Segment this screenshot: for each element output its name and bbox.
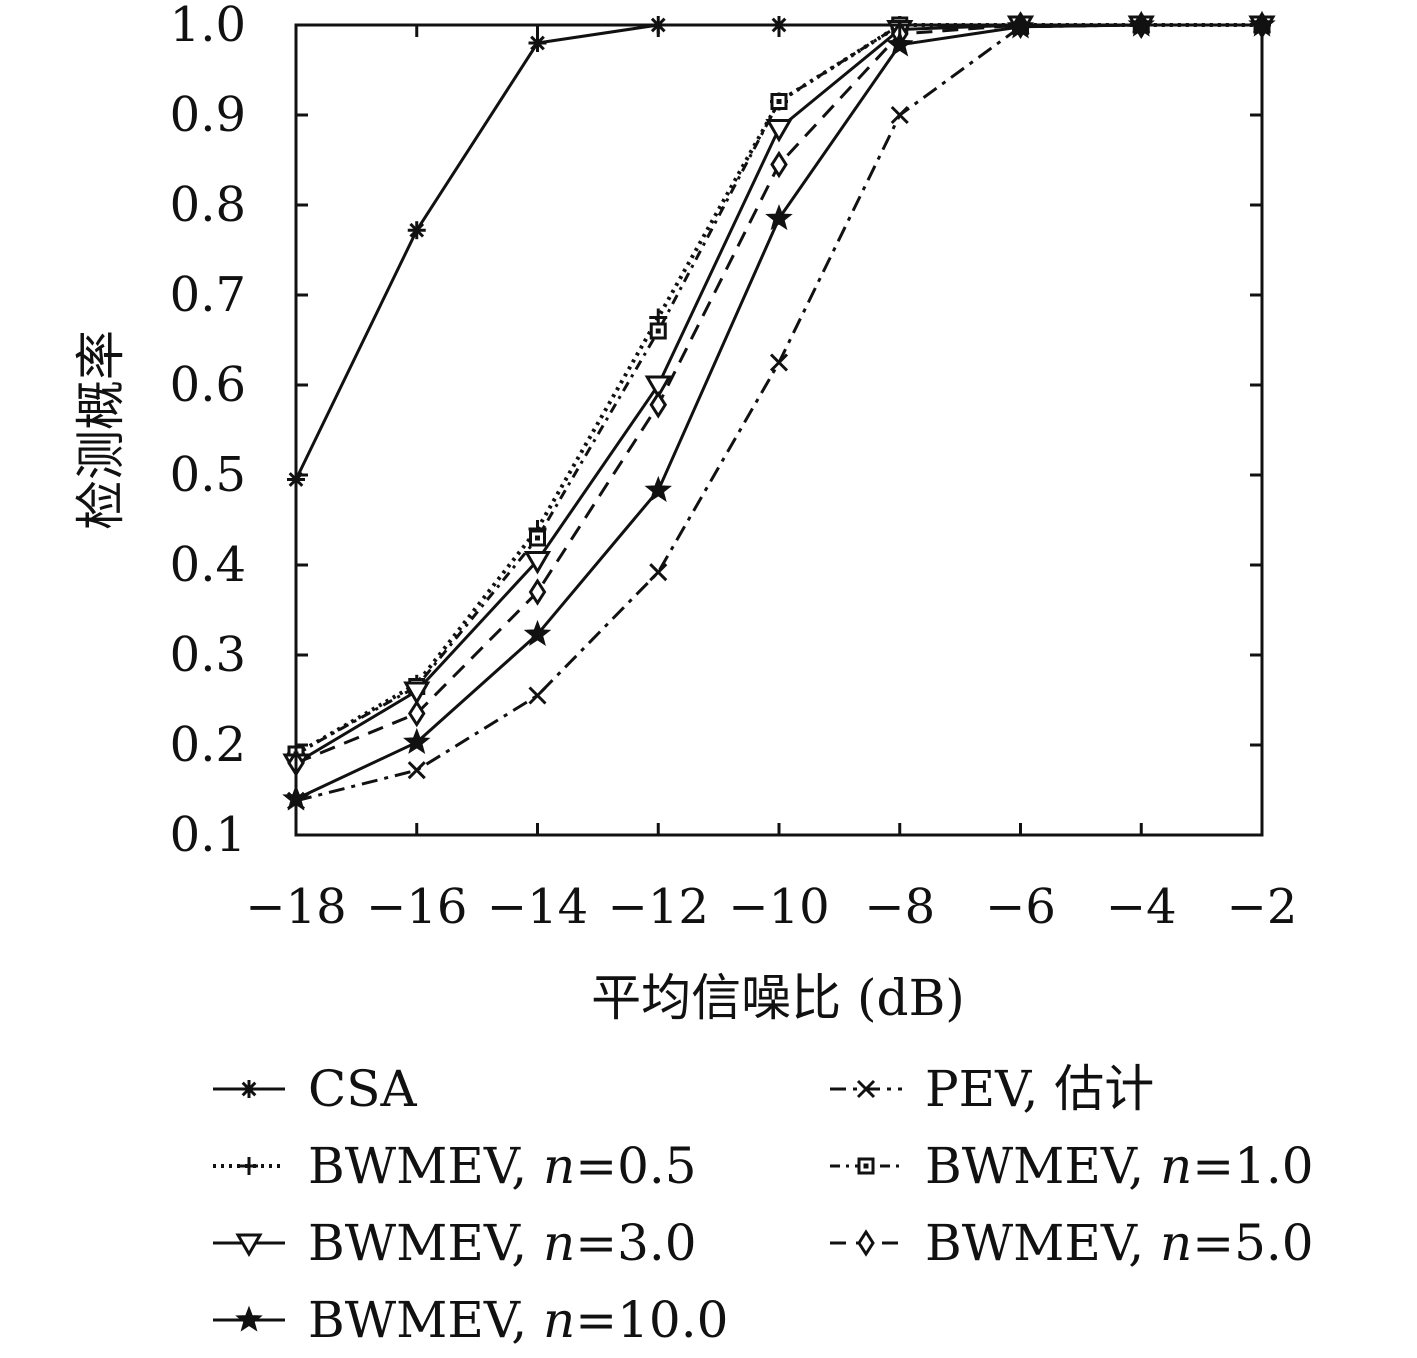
legend-label: BWMEV, n=1.0 (925, 1137, 1314, 1195)
data-point (403, 681, 431, 705)
legend-item: BWMEV, n=0.5 (213, 1137, 697, 1195)
legend-label: BWMEV, n=5.0 (925, 1214, 1314, 1272)
legend-label: BWMEV, n=10.0 (308, 1291, 728, 1349)
y-tick-label: 0.3 (170, 627, 246, 683)
legend-marker (857, 1229, 875, 1257)
legend-item: BWMEV, n=3.0 (213, 1214, 697, 1272)
y-tick-label: 0.2 (170, 717, 246, 773)
legend-label: CSA (308, 1060, 418, 1118)
legend-label: PEV, 估计 (925, 1060, 1154, 1118)
legend-marker (240, 1157, 258, 1175)
series-layer (282, 10, 1276, 811)
data-point (770, 93, 788, 110)
x-axis-title: 平均信噪比 (dB) (591, 969, 965, 1027)
data-point (765, 119, 793, 143)
x-tick-label: −18 (245, 879, 346, 935)
data-point (644, 475, 672, 502)
series-csa (287, 16, 1271, 489)
data-point (770, 150, 788, 179)
data-point (529, 529, 546, 547)
y-tick-label: 0.8 (170, 177, 246, 233)
legend-marker (857, 1157, 875, 1175)
data-point (769, 353, 789, 372)
data-point (644, 375, 672, 399)
legend-item: PEV, 估计 (830, 1060, 1154, 1118)
data-point (528, 578, 547, 606)
y-tick-label: 0.4 (170, 537, 246, 593)
x-tick-label: −4 (1106, 879, 1177, 935)
data-point (523, 619, 552, 646)
x-tick-label: −6 (985, 879, 1056, 935)
legend-label: BWMEV, n=0.5 (308, 1137, 697, 1195)
x-tick-label: −10 (728, 879, 829, 935)
data-point (407, 221, 426, 240)
data-point (886, 30, 914, 57)
y-axis-title: 检测概率 (72, 330, 130, 530)
data-point (407, 761, 426, 780)
legend-marker (240, 1080, 258, 1098)
data-point (649, 391, 668, 419)
legend: CSA PEV, 估计 BWMEV, n=0.5 BWMEV, n=1.0 BWMEV,… (213, 1060, 1314, 1349)
data-point (407, 699, 426, 728)
x-tick-label: −12 (608, 879, 709, 935)
y-tick-label: 0.7 (170, 267, 246, 323)
x-tick-label: −14 (487, 879, 588, 935)
y-tick-label: 1.0 (170, 0, 246, 53)
legend-item: BWMEV, n=1.0 (830, 1137, 1314, 1195)
data-point (649, 563, 668, 582)
y-tick-label: 0.6 (170, 357, 246, 413)
y-tick-label: 0.9 (170, 87, 246, 143)
y-tick-label: 0.5 (170, 447, 246, 503)
plot-frame (294, 23, 1264, 837)
data-point (528, 686, 547, 705)
x-tick-label: −16 (366, 879, 467, 935)
legend-item: BWMEV, n=5.0 (830, 1214, 1314, 1272)
data-point (890, 105, 909, 125)
data-point (649, 322, 667, 340)
axes-layer: −18 −16 −14 −12 −10 −8 −6 −4 −2 0.1 0.2 0.3 0.4 0.5 0.… (170, 0, 1298, 935)
data-point (523, 551, 552, 575)
legend-marker (235, 1233, 263, 1257)
legend-marker (235, 1305, 263, 1332)
legend-label: BWMEV, n=3.0 (308, 1214, 697, 1272)
data-point (765, 204, 793, 231)
legend-item: CSA (213, 1060, 418, 1118)
data-point (403, 727, 431, 754)
x-tick-label: −8 (864, 879, 935, 935)
legend-marker (856, 1079, 876, 1099)
x-tick-label: −2 (1227, 879, 1298, 935)
y-tick-label: 0.1 (170, 807, 246, 863)
legend-item: BWMEV, n=10.0 (213, 1291, 728, 1349)
